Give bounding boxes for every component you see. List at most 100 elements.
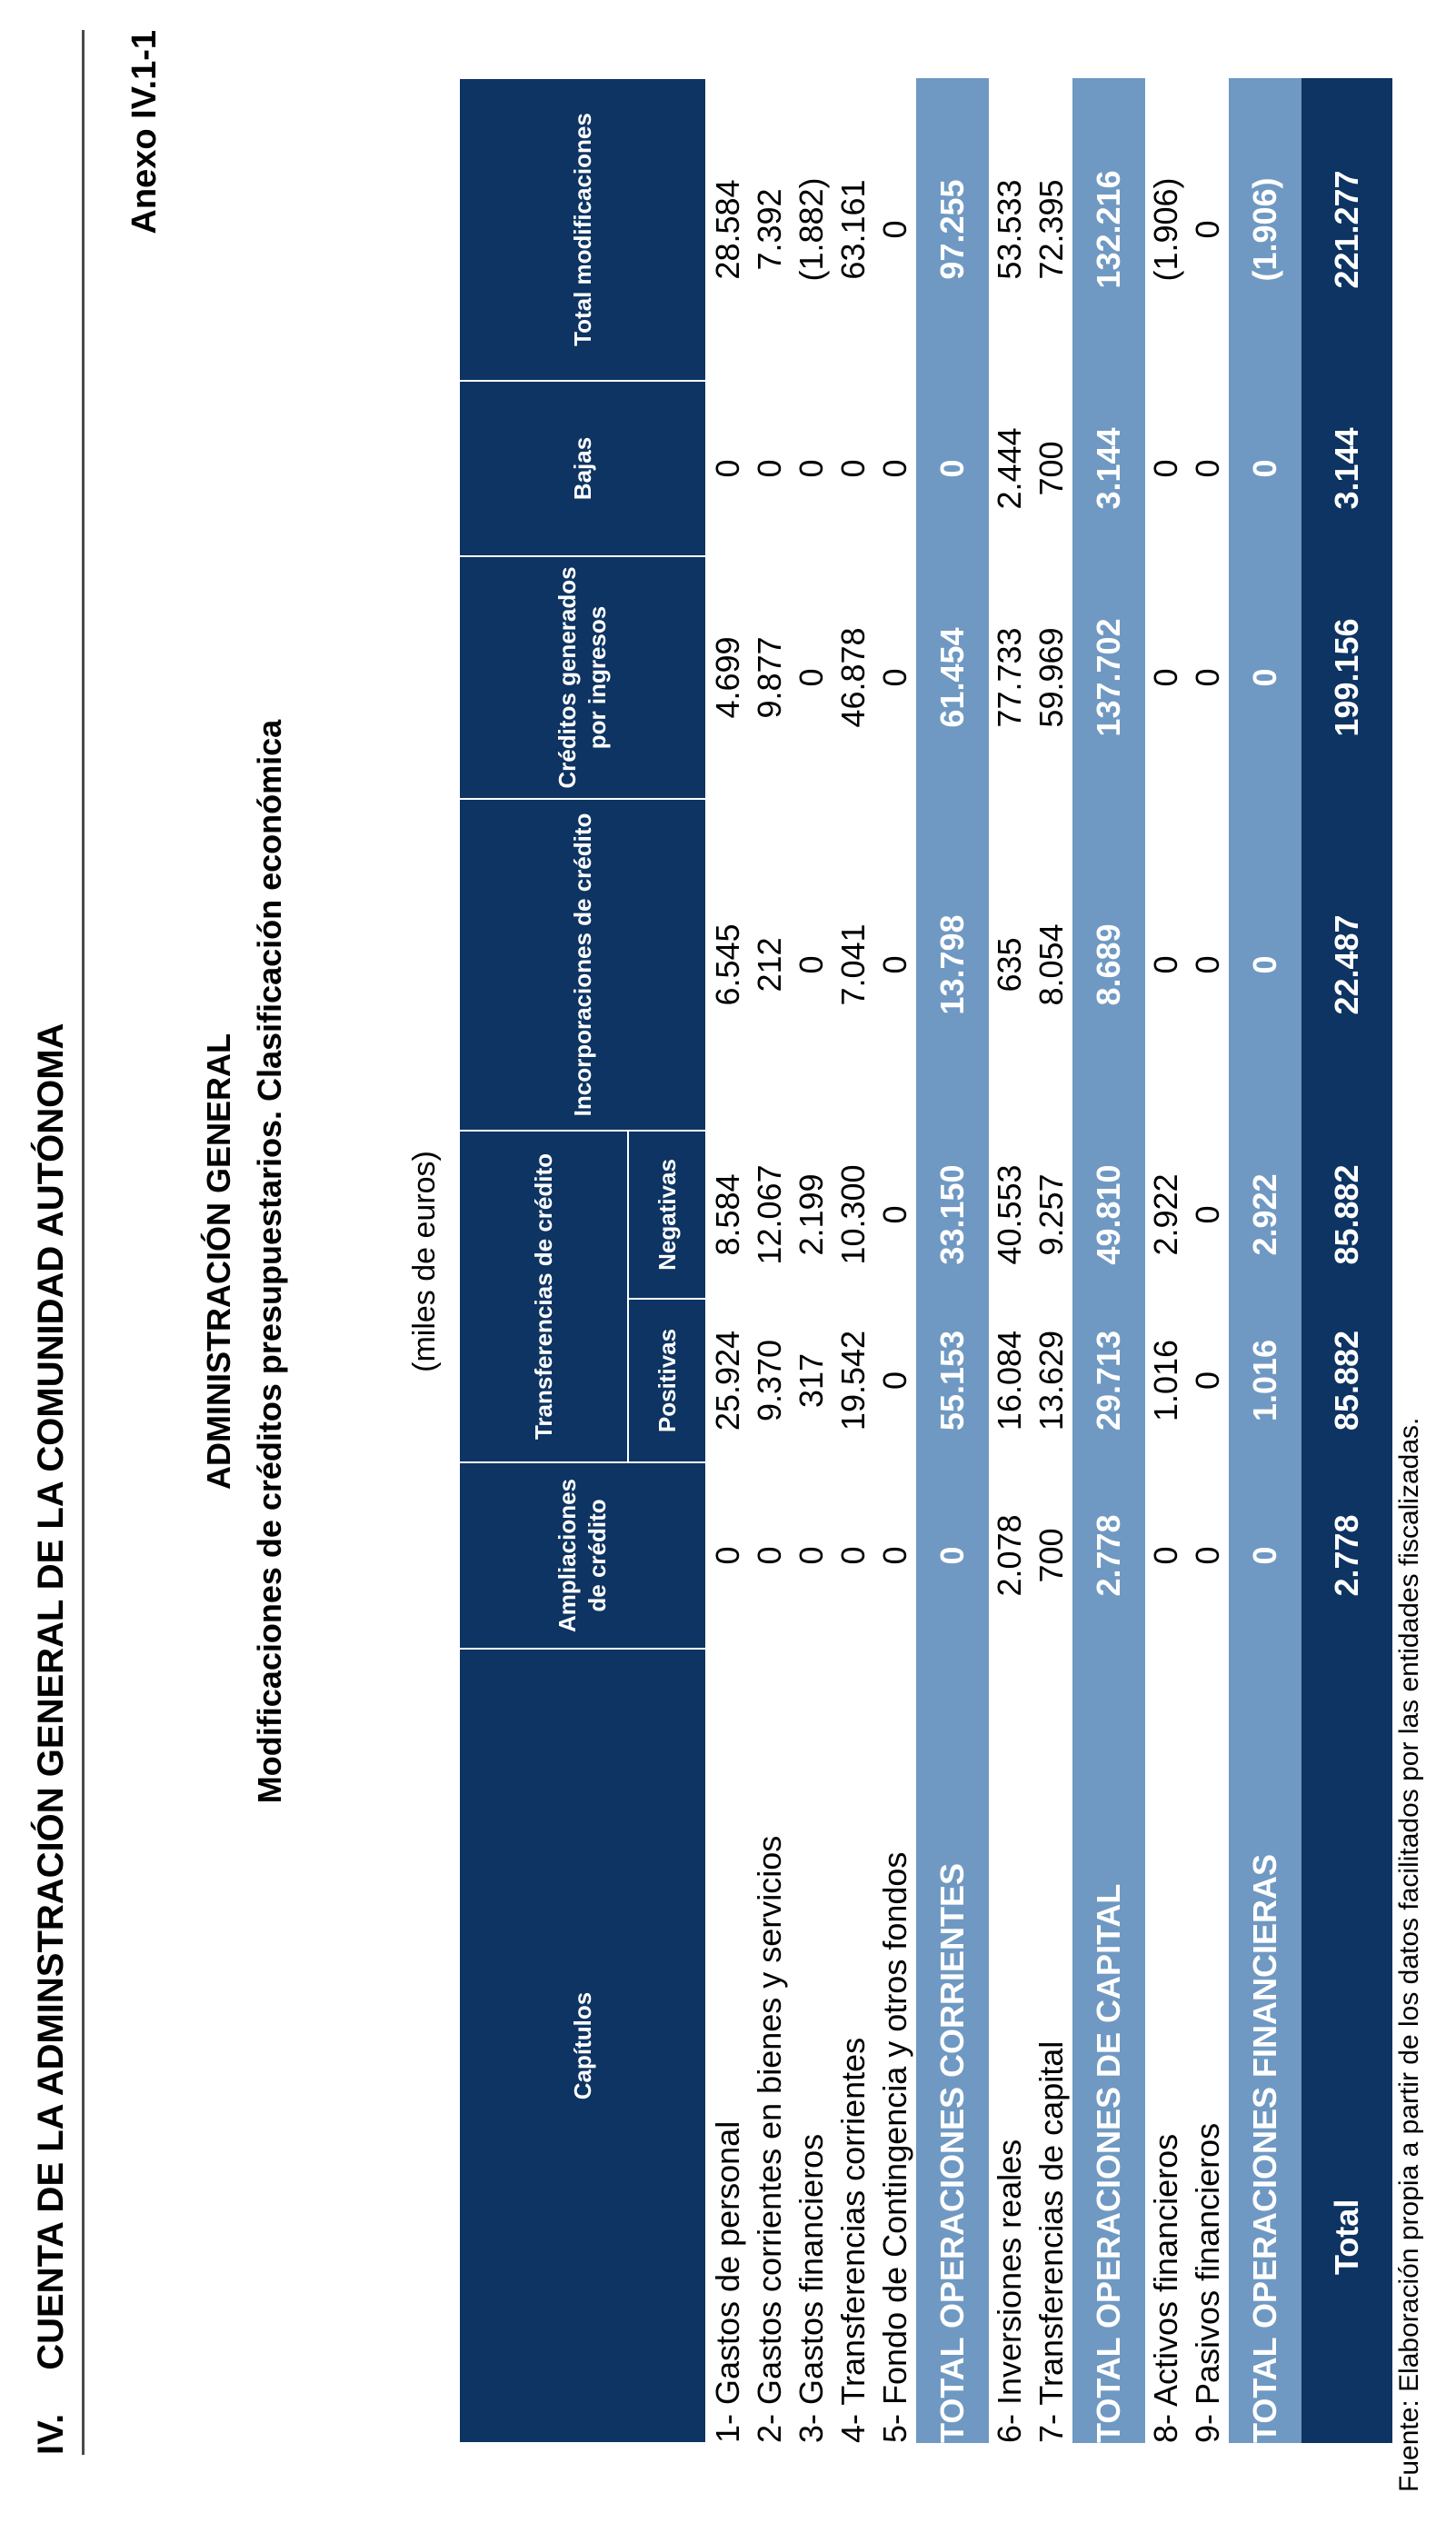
cell-bajas: 700 [1032,441,1070,496]
cell-creditos-generados: 0 [1147,668,1184,687]
cell-incorporaciones: 0 [1229,799,1301,1131]
cell-total-modificaciones: 28.584 [709,179,746,280]
cell-creditos-generados: 61.454 [916,556,989,799]
cell-incorporaciones: 7.041 [834,923,872,1006]
annex-label: Anexo IV.1-1 [125,30,164,234]
title-underline [82,30,85,2455]
section-number: IV. [31,2413,71,2455]
row-label: 2- Gastos corrientes en bienes y servici… [751,1835,788,2443]
row-label: 9- Pasivos financieros [1189,2122,1226,2443]
cell-total-modificaciones: 63.161 [834,179,872,280]
cell-incorporaciones: 635 [991,937,1028,992]
cell-positivas: 0 [1189,1371,1226,1391]
table-row: TOTAL OPERACIONES DE CAPITAL 2.778 29.71… [1072,78,1145,2443]
cell-negativas: 2.922 [1147,1173,1184,1256]
row-label: 8- Activos financieros [1147,2133,1184,2443]
cell-bajas: 2.444 [991,427,1028,510]
cell-negativas: 0 [876,1205,913,1224]
cell-total-modificaciones: 72.395 [1032,179,1070,280]
cell-negativas: 12.067 [751,1164,788,1265]
cell-ampliaciones: 0 [916,1462,989,1649]
cell-negativas: 8.584 [709,1173,746,1256]
cell-creditos-generados: 137.702 [1072,556,1145,799]
row-label: 7- Transferencias de capital [1032,2040,1070,2443]
cell-bajas: 0 [916,381,989,556]
budget-modifications-table: Capítulos Ampliaciones de crédito Transf… [458,77,1392,2444]
cell-creditos-generados: 0 [1229,556,1301,799]
cell-positivas: 16.084 [991,1330,1028,1431]
cell-bajas: 0 [876,459,913,478]
cell-positivas: 85.882 [1301,1299,1392,1462]
cell-positivas: 317 [793,1352,830,1409]
cell-incorporaciones: 22.487 [1301,799,1392,1131]
col-header-negativas: Negativas [628,1131,706,1299]
cell-bajas: 3.144 [1072,381,1145,556]
cell-creditos-generados: 0 [1189,668,1226,687]
table-row: TOTAL OPERACIONES FINANCIERAS 0 1.016 2.… [1229,78,1301,2443]
cell-ampliaciones: 0 [1229,1462,1301,1649]
cell-bajas: 0 [709,459,746,478]
cell-total-modificaciones: 7.392 [751,188,788,271]
cell-ampliaciones: 0 [1147,1546,1184,1565]
cell-negativas: 10.300 [834,1164,872,1265]
table-row: 6- Inversiones reales 2.078 16.084 40.55… [989,78,1031,2443]
cell-negativas: 85.882 [1301,1131,1392,1299]
cell-bajas: 0 [1147,459,1184,478]
col-header-bajas: Bajas [459,381,706,556]
table-row: Total 2.778 85.882 85.882 22.487 199.156… [1301,78,1392,2443]
cell-positivas: 13.629 [1032,1330,1070,1431]
table-row: 8- Activos financieros 0 1.016 2.922 0 0… [1145,78,1187,2443]
cell-positivas: 1.016 [1229,1299,1301,1462]
cell-ampliaciones: 0 [793,1546,830,1565]
table-row: 2- Gastos corrientes en bienes y servici… [749,78,791,2443]
cell-ampliaciones: 0 [834,1546,872,1565]
row-label: TOTAL OPERACIONES DE CAPITAL [1072,1649,1145,2443]
col-header-total-modificaciones: Total modificaciones [459,78,706,381]
cell-ampliaciones: 2.778 [1301,1462,1392,1649]
cell-incorporaciones: 0 [876,955,913,974]
cell-incorporaciones: 8.689 [1072,799,1145,1131]
cell-creditos-generados: 0 [876,668,913,687]
table-title: Modificaciones de créditos presupuestari… [251,719,288,1804]
cell-ampliaciones: 0 [751,1546,788,1565]
row-label: 5- Fondo de Contingencia y otros fondos [876,1851,913,2443]
cell-bajas: 0 [1229,381,1301,556]
cell-negativas: 33.150 [916,1131,989,1299]
row-label: 6- Inversiones reales [991,2139,1028,2443]
cell-bajas: 0 [1189,459,1226,478]
cell-ampliaciones: 0 [1189,1546,1226,1565]
cell-total-modificaciones: 132.216 [1072,78,1145,381]
cell-incorporaciones: 0 [793,955,830,974]
col-header-ampliaciones: Ampliaciones de crédito [459,1462,706,1649]
cell-creditos-generados: 199.156 [1301,556,1392,799]
cell-positivas: 0 [876,1371,913,1391]
cell-creditos-generados: 59.969 [1032,627,1070,728]
cell-positivas: 55.153 [916,1299,989,1462]
cell-incorporaciones: 0 [1147,955,1184,974]
cell-incorporaciones: 0 [1189,955,1226,974]
cell-total-modificaciones: (1.882) [793,177,830,282]
cell-total-modificaciones: 0 [1189,220,1226,239]
cell-total-modificaciones: (1.906) [1229,78,1301,381]
table-row: 5- Fondo de Contingencia y otros fondos … [874,78,916,2443]
table-row: TOTAL OPERACIONES CORRIENTES 0 55.153 33… [916,78,989,2443]
table-row: 7- Transferencias de capital 700 13.629 … [1031,78,1072,2443]
cell-positivas: 19.542 [834,1330,872,1431]
cell-ampliaciones: 0 [709,1546,746,1565]
cell-positivas: 29.713 [1072,1299,1145,1462]
row-label: Total [1301,1649,1392,2443]
cell-negativas: 9.257 [1032,1173,1070,1256]
cell-ampliaciones: 700 [1032,1528,1070,1583]
cell-creditos-generados: 46.878 [834,627,872,728]
cell-ampliaciones: 0 [876,1546,913,1565]
cell-creditos-generados: 9.877 [751,636,788,719]
cell-incorporaciones: 6.545 [709,923,746,1006]
cell-creditos-generados: 0 [793,668,830,687]
org-heading: ADMINISTRACIÓN GENERAL [200,1033,237,1490]
cell-negativas: 2.199 [793,1173,830,1256]
cell-total-modificaciones: 221.277 [1301,78,1392,381]
col-header-capitulos: Capítulos [459,1649,706,2443]
col-header-positivas: Positivas [628,1299,706,1462]
